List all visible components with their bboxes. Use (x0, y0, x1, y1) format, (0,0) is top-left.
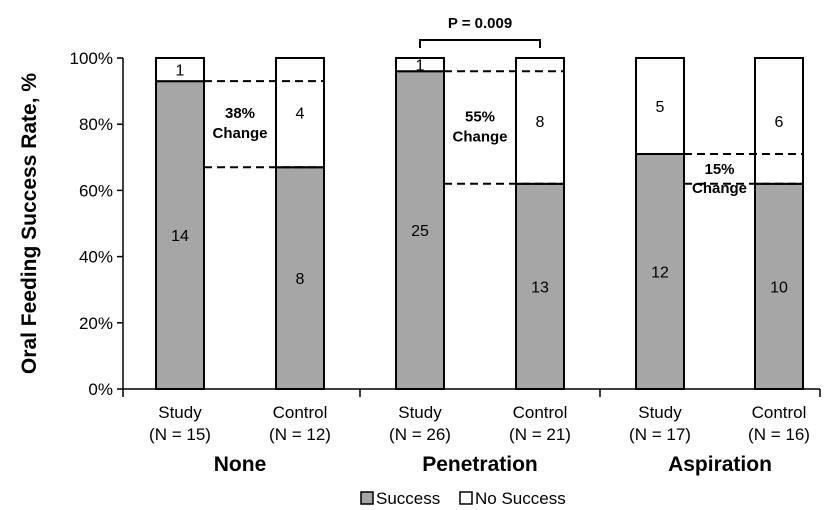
bar-no-success (635, 57, 685, 155)
y-axis-title: Oral Feeding Success Rate, % (18, 73, 41, 374)
bar-no-success (515, 57, 565, 185)
change-annotation: 55% (465, 109, 495, 126)
bar-success-count: 10 (770, 279, 788, 296)
x-category-n-label: (N = 15) (149, 425, 211, 444)
bar-success (395, 70, 445, 391)
bar-no-success (275, 57, 325, 169)
bar-success-count: 14 (171, 228, 189, 245)
x-group-label: Aspiration (668, 453, 772, 476)
x-category-label: Control (752, 403, 807, 422)
x-category-label: Control (273, 403, 328, 422)
bar-success-count: 13 (531, 279, 549, 296)
x-category-label: Control (513, 403, 568, 422)
legend-swatch-success (360, 491, 374, 505)
x-category-label: Study (638, 403, 682, 422)
x-category-n-label: (N = 17) (629, 425, 691, 444)
bar-no-success-count: 8 (536, 114, 545, 131)
change-annotation: 38% (225, 105, 255, 122)
bar-success (754, 182, 804, 390)
bar-no-success-count: 1 (416, 58, 425, 75)
x-category-label: Study (398, 403, 442, 422)
bar-no-success (155, 57, 205, 83)
bar-no-success-count: 6 (775, 114, 784, 131)
x-category-n-label: (N = 16) (748, 425, 810, 444)
x-category-n-label: (N = 12) (269, 425, 331, 444)
legend-swatch-no-success (459, 491, 473, 505)
bar-success (515, 182, 565, 390)
significance-label: P = 0.009 (448, 15, 512, 32)
y-tick-label: 20% (79, 314, 113, 333)
x-category-label: Study (158, 403, 202, 422)
x-category-n-label: (N = 26) (389, 425, 451, 444)
change-annotation: Change (452, 129, 507, 146)
bar-success-count: 25 (411, 223, 429, 240)
x-category-n-label: (N = 21) (509, 425, 571, 444)
legend-label-no-success: No Success (475, 489, 566, 508)
significance-bracket (419, 39, 541, 48)
x-group-label: None (214, 453, 267, 476)
y-tick-label: 0% (88, 380, 113, 399)
bar-no-success (754, 57, 804, 185)
x-group-label: Penetration (422, 453, 538, 476)
change-annotation: Change (692, 180, 747, 197)
bar-success-count: 8 (296, 271, 305, 288)
change-annotation: Change (212, 125, 267, 142)
bar-success (635, 152, 685, 390)
y-tick-label: 100% (70, 49, 113, 68)
y-tick-label: 40% (79, 248, 113, 267)
y-tick-label: 80% (79, 115, 113, 134)
bar-success-count: 12 (651, 264, 669, 281)
legend-label-success: Success (376, 489, 440, 508)
bar-no-success (395, 57, 445, 73)
bar-no-success-count: 4 (296, 106, 305, 123)
change-annotation: 15% (704, 161, 734, 178)
y-tick-label: 60% (79, 181, 113, 200)
bar-no-success-count: 5 (656, 99, 665, 116)
bar-no-success-count: 1 (176, 63, 185, 80)
bar-success (155, 80, 205, 390)
